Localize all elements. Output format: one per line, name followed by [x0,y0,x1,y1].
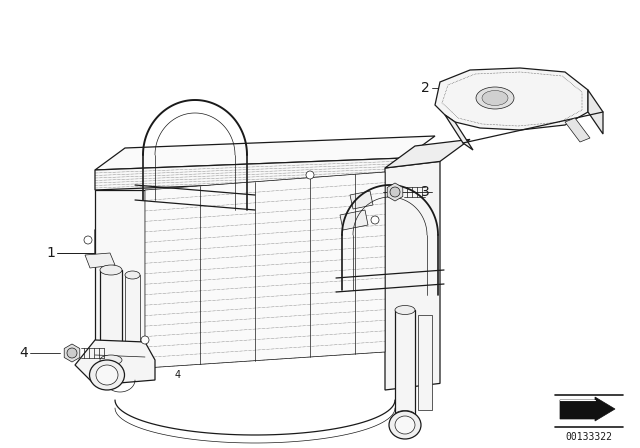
Polygon shape [75,340,155,385]
Polygon shape [64,344,80,362]
Circle shape [141,336,149,344]
Polygon shape [395,310,415,415]
Polygon shape [125,275,140,355]
Ellipse shape [90,360,125,390]
Polygon shape [560,397,615,421]
Polygon shape [385,139,470,168]
Polygon shape [445,115,473,150]
Ellipse shape [476,87,514,109]
Text: 4: 4 [19,346,28,360]
Polygon shape [418,315,432,410]
Ellipse shape [395,410,415,419]
Ellipse shape [395,416,415,434]
Polygon shape [350,191,373,209]
Text: 00133322: 00133322 [566,432,612,442]
Circle shape [390,187,400,197]
Polygon shape [385,161,440,390]
Ellipse shape [96,365,118,385]
Text: 3: 3 [421,185,430,199]
Polygon shape [435,68,588,130]
Polygon shape [145,172,385,368]
Polygon shape [95,136,435,170]
Circle shape [371,216,379,224]
Polygon shape [95,158,405,190]
Ellipse shape [100,355,122,365]
Polygon shape [100,270,122,360]
Polygon shape [340,210,368,230]
Ellipse shape [395,306,415,314]
Polygon shape [95,212,405,255]
Polygon shape [588,90,603,134]
Ellipse shape [482,90,508,105]
Text: 4: 4 [175,370,181,380]
Circle shape [306,171,314,179]
Text: 2: 2 [421,81,430,95]
Polygon shape [565,118,590,142]
Circle shape [84,236,92,244]
Text: 1: 1 [46,246,55,260]
Polygon shape [95,190,145,360]
Polygon shape [387,183,403,201]
Polygon shape [95,190,435,230]
Ellipse shape [125,271,140,279]
Polygon shape [85,253,115,268]
Circle shape [67,348,77,358]
Ellipse shape [389,411,421,439]
Ellipse shape [100,265,122,275]
